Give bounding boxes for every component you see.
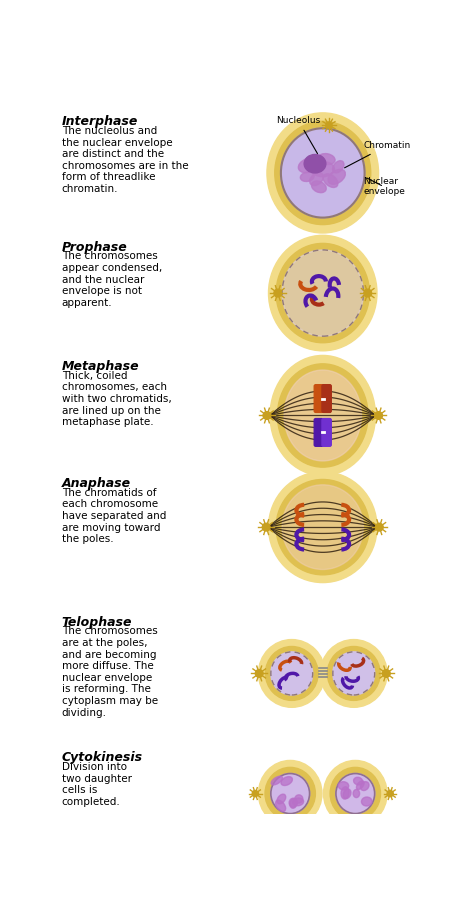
Ellipse shape <box>281 128 365 218</box>
Text: The nucleolus and
the nuclear envelope
are distinct and the
chromosomes are in t: The nucleolus and the nuclear envelope a… <box>62 126 188 194</box>
Ellipse shape <box>333 651 374 695</box>
Ellipse shape <box>275 122 371 224</box>
Text: Interphase: Interphase <box>62 115 138 128</box>
Text: The chromatids of
each chromosome
have separated and
are moving toward
the poles: The chromatids of each chromosome have s… <box>62 488 166 544</box>
Ellipse shape <box>338 781 349 790</box>
Ellipse shape <box>301 172 314 181</box>
Ellipse shape <box>360 781 369 791</box>
Ellipse shape <box>271 776 283 785</box>
Ellipse shape <box>265 647 318 700</box>
Ellipse shape <box>282 250 364 336</box>
Text: Nuclear
envelope: Nuclear envelope <box>363 178 405 197</box>
Ellipse shape <box>281 777 292 785</box>
Ellipse shape <box>333 161 344 173</box>
Circle shape <box>274 289 282 296</box>
Text: The chromosomes
are at the poles,
and are becoming
more diffuse. The
nuclear env: The chromosomes are at the poles, and ar… <box>62 627 158 717</box>
FancyBboxPatch shape <box>322 418 331 447</box>
Ellipse shape <box>270 355 375 476</box>
Ellipse shape <box>298 157 319 173</box>
Circle shape <box>383 670 390 677</box>
Text: Cytokinesis: Cytokinesis <box>62 751 143 764</box>
Ellipse shape <box>324 760 387 826</box>
Circle shape <box>326 122 332 128</box>
Circle shape <box>374 412 383 419</box>
Text: Prophase: Prophase <box>62 241 128 253</box>
Ellipse shape <box>282 485 364 569</box>
Text: Anaphase: Anaphase <box>62 477 131 490</box>
Ellipse shape <box>289 798 297 807</box>
Ellipse shape <box>353 790 360 798</box>
Ellipse shape <box>284 370 362 461</box>
Ellipse shape <box>320 640 387 707</box>
Ellipse shape <box>356 780 364 790</box>
Ellipse shape <box>295 795 303 803</box>
Ellipse shape <box>275 800 286 812</box>
Circle shape <box>262 523 270 531</box>
Ellipse shape <box>311 161 334 177</box>
Circle shape <box>255 670 263 677</box>
Ellipse shape <box>268 235 377 350</box>
Text: The chromosomes
appear condensed,
and the nuclear
envelope is not
apparent.: The chromosomes appear condensed, and th… <box>62 252 162 307</box>
Ellipse shape <box>330 768 381 820</box>
Ellipse shape <box>258 640 325 707</box>
FancyBboxPatch shape <box>314 418 324 447</box>
Ellipse shape <box>310 173 323 186</box>
Ellipse shape <box>277 364 368 468</box>
Ellipse shape <box>362 797 372 806</box>
Ellipse shape <box>311 181 326 193</box>
Ellipse shape <box>341 787 349 799</box>
Ellipse shape <box>258 760 322 826</box>
Circle shape <box>364 289 372 296</box>
FancyBboxPatch shape <box>322 384 331 413</box>
Ellipse shape <box>290 799 297 808</box>
Ellipse shape <box>265 768 315 820</box>
Text: Division into
two daughter
cells is
completed.: Division into two daughter cells is comp… <box>62 762 132 807</box>
Ellipse shape <box>277 794 286 803</box>
Ellipse shape <box>293 798 303 806</box>
Circle shape <box>387 791 393 797</box>
Ellipse shape <box>318 154 335 165</box>
Text: Chromatin: Chromatin <box>345 141 410 167</box>
Text: Thick, coiled
chromosomes, each
with two chromatids,
are lined up on the
metapha: Thick, coiled chromosomes, each with two… <box>62 371 171 427</box>
Ellipse shape <box>276 243 369 343</box>
Ellipse shape <box>354 777 363 785</box>
Ellipse shape <box>304 155 326 173</box>
Ellipse shape <box>328 647 380 700</box>
Circle shape <box>263 412 271 419</box>
Text: Nucleolus: Nucleolus <box>276 116 320 154</box>
Ellipse shape <box>323 174 338 188</box>
Ellipse shape <box>268 472 377 583</box>
FancyBboxPatch shape <box>314 384 324 413</box>
Ellipse shape <box>271 773 310 813</box>
Ellipse shape <box>343 789 351 799</box>
Ellipse shape <box>267 113 379 233</box>
Ellipse shape <box>271 651 313 695</box>
Ellipse shape <box>276 479 369 575</box>
Text: Telophase: Telophase <box>62 616 132 629</box>
Circle shape <box>375 523 383 531</box>
Ellipse shape <box>336 773 374 813</box>
Circle shape <box>252 791 258 797</box>
Text: Metaphase: Metaphase <box>62 360 139 373</box>
Ellipse shape <box>328 169 346 184</box>
